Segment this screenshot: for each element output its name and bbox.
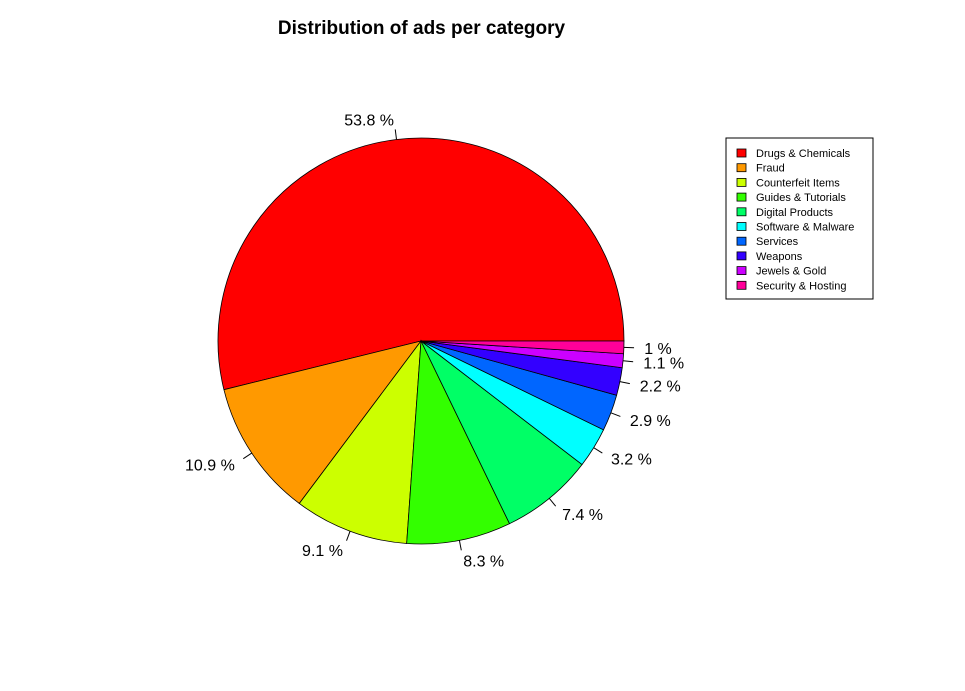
legend-label-drugs-and-chemicals: Drugs & Chemicals (756, 148, 851, 160)
slice-label-guides-and-tutorials: 8.3 % (463, 553, 504, 570)
legend-swatch-weapons (736, 251, 747, 261)
label-tick-services (610, 412, 621, 417)
slice-label-security-and-hosting: 1 % (644, 341, 672, 358)
label-tick-weapons (619, 381, 630, 385)
legend-swatch-services (736, 236, 747, 246)
legend-swatch-software-and-malware (736, 222, 747, 231)
label-tick-drugs-and-chemicals (394, 129, 397, 140)
legend-label-jewels-and-gold: Jewels & Gold (756, 266, 826, 278)
label-tick-jewels-and-gold (622, 360, 634, 363)
pie-slices (217, 137, 625, 545)
label-tick-digital-products (548, 498, 557, 507)
legend-label-weapons: Weapons (756, 251, 803, 263)
slice-label-counterfeit-items: 9.1 % (302, 543, 343, 560)
slice-counterfeit-items (298, 339, 422, 544)
slice-label-jewels-and-gold: 1.1 % (643, 356, 684, 373)
chart-title: Distribution of ads per category (277, 18, 566, 39)
pie-labels: 53.8 % 10.9 % 9.1 % 8.3 % 7.4 % 3.2 % 2.9 % 2.2… (185, 112, 684, 570)
legend-label-fraud: Fraud (756, 163, 785, 175)
legend-label-counterfeit-items: Counterfeit Items (756, 177, 840, 189)
legend-swatch-counterfeit-items (736, 177, 747, 187)
label-tick-counterfeit-items (346, 531, 351, 541)
label-tick-fraud (243, 452, 253, 460)
slice-label-digital-products: 7.4 % (562, 507, 603, 524)
legend-label-digital-products: Digital Products (756, 207, 834, 219)
legend: Drugs & Chemicals Fraud Counterfeit Items G… (725, 137, 874, 300)
slice-label-weapons: 2.2 % (640, 379, 681, 396)
legend-swatch-guides-and-tutorials (736, 192, 747, 202)
legend-label-security-and-hosting: Security & Hosting (756, 280, 846, 292)
legend-label-services: Services (756, 236, 799, 248)
slice-label-services: 2.9 % (630, 413, 671, 430)
slice-guides-and-tutorials (406, 339, 511, 545)
legend-swatch-security-and-hosting (736, 280, 747, 290)
legend-label-guides-and-tutorials: Guides & Tutorials (756, 192, 846, 204)
legend-swatch-drugs-and-chemicals (736, 148, 747, 158)
legend-swatch-jewels-and-gold (736, 266, 747, 276)
slice-label-drugs-and-chemicals: 53.8 % (344, 112, 394, 129)
slice-label-fraud: 10.9 % (185, 457, 235, 474)
slice-label-software-and-malware: 3.2 % (611, 451, 652, 468)
legend-swatch-fraud (736, 163, 747, 173)
legend-box (725, 137, 874, 300)
label-tick-software-and-malware (593, 447, 603, 454)
label-tick-guides-and-tutorials (458, 540, 462, 551)
legend-label-software-and-malware: Software & Malware (756, 222, 854, 234)
slice-drugs-and-chemicals (217, 137, 625, 391)
legend-swatch-digital-products (736, 207, 747, 217)
